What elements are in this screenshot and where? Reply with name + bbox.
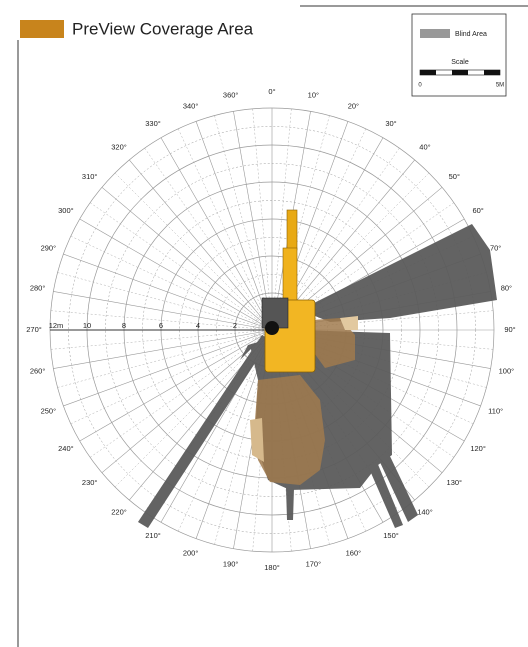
excavator-bucket — [286, 209, 298, 251]
grid-spoke — [114, 172, 273, 331]
grid-spoke — [160, 137, 273, 331]
scale-key: Blind Area Scale 0 5M — [411, 13, 507, 97]
scale-bar-segment — [484, 70, 500, 75]
angle-label: 120° — [470, 444, 486, 453]
grid-spoke — [271, 108, 292, 331]
polar-labels: 0° 10° 20° 30° 40° 50° 60° 70° 80° 90° 100° 110° 120… — [26, 87, 515, 572]
grid-spoke — [144, 148, 273, 331]
grid-spoke — [57, 329, 273, 388]
grid-spoke — [50, 329, 273, 350]
radial-label: 10 — [83, 321, 91, 330]
excavator-center — [265, 321, 279, 335]
excavator — [261, 209, 316, 373]
grid-spoke — [70, 329, 273, 425]
blind-strip — [240, 342, 258, 360]
angle-label: 300° — [58, 206, 74, 215]
angle-label: 320° — [111, 143, 127, 152]
scale-bar-segment — [452, 70, 468, 75]
grid-spoke — [177, 128, 273, 331]
angle-label: 80° — [501, 284, 512, 293]
grid-spoke — [271, 115, 330, 331]
scale-end: 5M — [496, 83, 504, 89]
angle-label: 330° — [145, 119, 161, 128]
angle-label: 240° — [58, 444, 74, 453]
grid-spoke — [90, 202, 273, 331]
grid-spoke — [79, 329, 273, 442]
angle-label: 200° — [183, 549, 199, 558]
angle-label: 260° — [30, 366, 46, 375]
scale-bar-segment — [420, 70, 436, 75]
angle-label: 250° — [41, 406, 57, 415]
grid-spoke — [79, 218, 273, 331]
angle-label: 290° — [41, 244, 57, 253]
radial-label: 6 — [159, 321, 163, 330]
grid-spoke — [101, 187, 273, 331]
grid-spoke — [90, 329, 273, 458]
coverage-area — [340, 316, 358, 330]
radial-label: 12m — [49, 321, 64, 330]
grid-spoke — [53, 291, 273, 331]
angle-label: 100° — [499, 366, 515, 375]
angle-label: 50° — [449, 172, 460, 181]
angle-label: 10° — [308, 91, 319, 100]
angle-label: 90° — [504, 325, 515, 334]
grid-spoke — [233, 111, 273, 331]
angle-label: 360° — [223, 91, 239, 100]
angle-label: 230° — [82, 478, 98, 487]
blind-strip — [378, 452, 418, 522]
key-blind-area: Blind Area — [455, 31, 487, 38]
grid-spoke — [114, 329, 273, 488]
angle-label: 130° — [447, 478, 463, 487]
angle-label: 30° — [385, 119, 396, 128]
angle-label: 280° — [30, 284, 46, 293]
coverage-area — [312, 318, 355, 368]
angle-label: 150° — [383, 531, 399, 540]
angle-label: 20° — [348, 101, 359, 110]
blind-strip — [286, 488, 294, 520]
angle-label: 110° — [488, 406, 503, 415]
angle-label: 310° — [82, 172, 98, 181]
grid-spoke — [252, 108, 273, 331]
grid-spoke — [195, 121, 273, 331]
grid-spoke — [63, 253, 273, 331]
angle-label: 170° — [306, 559, 322, 568]
grid-spoke — [57, 272, 273, 331]
angle-label: 210° — [145, 531, 161, 540]
angle-label: 270° — [26, 325, 42, 334]
legend-swatch — [20, 20, 64, 38]
radial-label: 2 — [233, 321, 237, 330]
grid-spoke — [63, 329, 273, 407]
grid-spoke — [50, 310, 273, 331]
grid-spoke — [129, 159, 273, 331]
key-swatch — [420, 29, 450, 38]
angle-label: 340° — [183, 101, 199, 110]
blind-strip — [368, 462, 403, 528]
angle-label: 40° — [419, 143, 430, 152]
grid-spoke — [53, 329, 273, 369]
grid-spoke — [70, 235, 273, 331]
angle-label: 160° — [346, 549, 362, 558]
angle-label: 190° — [223, 559, 239, 568]
radial-label: 8 — [122, 321, 126, 330]
legend-title: PreView Coverage Area — [72, 19, 254, 38]
radial-label: 4 — [196, 321, 200, 330]
angle-label: 0° — [268, 87, 275, 96]
blind-wedge — [300, 224, 497, 322]
key-box — [411, 13, 507, 97]
angle-label: 180° — [264, 563, 280, 572]
coverage-areas — [250, 316, 358, 485]
grid-spoke — [214, 115, 273, 331]
scale-start: 0 — [418, 83, 422, 89]
angle-label: 220° — [111, 507, 127, 516]
blind-strip — [138, 335, 270, 528]
coverage-area — [255, 375, 325, 485]
angle-label: 70° — [490, 244, 501, 253]
key-scale: Scale — [451, 59, 469, 66]
angle-label: 60° — [472, 206, 483, 215]
coverage-area — [250, 418, 264, 462]
angle-label: 140° — [417, 507, 433, 516]
